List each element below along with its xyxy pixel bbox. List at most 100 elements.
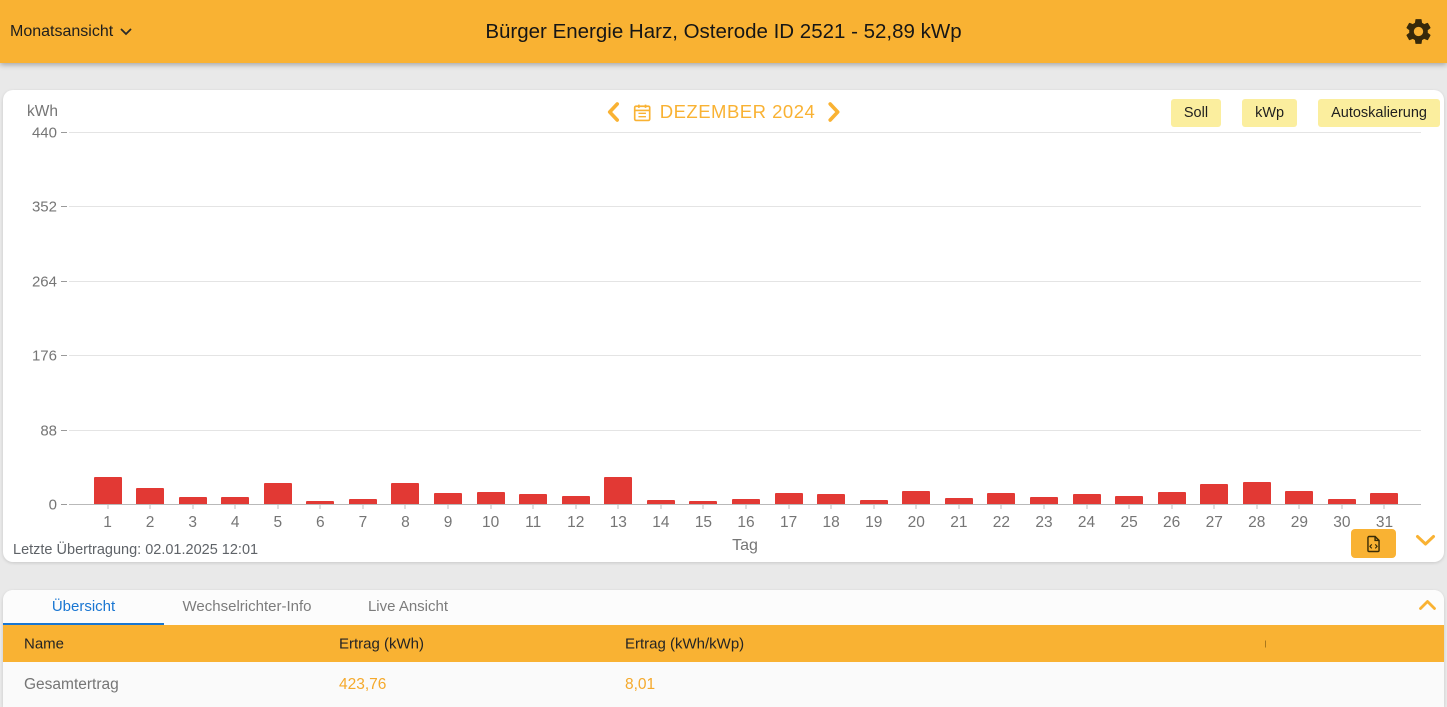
x-tick-label: 22 <box>992 514 1011 531</box>
bar-day-20[interactable] <box>902 491 931 504</box>
x-tick-label: 19 <box>865 514 883 531</box>
bar-day-2[interactable] <box>136 488 165 504</box>
row-ertrag-kwh-cell: 423,76 <box>339 675 387 693</box>
bar-day-22[interactable] <box>987 493 1016 504</box>
expand-table-button[interactable] <box>1418 599 1437 611</box>
x-tick-label: 14 <box>652 514 670 531</box>
column-header-ertrag-kwh: Ertrag (kWh) <box>339 635 425 652</box>
bar-day-25[interactable] <box>1115 495 1144 504</box>
collapse-chart-button[interactable] <box>1415 534 1436 547</box>
gridline <box>69 206 1421 208</box>
settings-button[interactable] <box>1403 16 1434 47</box>
gridline <box>69 280 1421 282</box>
x-tick-mark <box>404 505 406 509</box>
prev-month-button[interactable] <box>602 101 624 123</box>
gridline <box>69 132 1421 133</box>
x-tick-mark <box>745 505 747 509</box>
bar-day-30[interactable] <box>1327 498 1356 504</box>
x-tick-mark <box>1256 505 1258 509</box>
y-tick-mark <box>61 206 67 208</box>
chevron-down-icon <box>120 28 132 36</box>
bar-day-28[interactable] <box>1242 482 1271 504</box>
x-tick-label: 7 <box>358 514 368 531</box>
bar-day-24[interactable] <box>1072 494 1101 504</box>
bar-day-18[interactable] <box>817 494 846 504</box>
bar-day-15[interactable] <box>689 501 718 504</box>
tab-wechselrichter-info[interactable]: Wechselrichter-Info <box>182 598 312 615</box>
autoscale-toggle-button[interactable]: Autoskalierung <box>1318 99 1440 127</box>
bar-day-21[interactable] <box>944 498 973 504</box>
bar-day-16[interactable] <box>732 499 760 504</box>
month-label[interactable]: DEZEMBER 2024 <box>659 101 816 122</box>
bar-day-9[interactable] <box>434 493 463 504</box>
x-tick-label: 1 <box>103 514 112 531</box>
bar-day-13[interactable] <box>604 476 633 504</box>
x-tick-label: 5 <box>273 514 283 531</box>
y-tick-label: 0 <box>48 496 57 514</box>
bar-day-27[interactable] <box>1200 483 1229 504</box>
plot-area: 0 88 176 264 352 440 1 2 3 4 5 6 7 8 9 10 11 12 13 14 15 16 17… <box>32 125 1421 531</box>
y-tick-label: 440 <box>31 124 57 142</box>
bar-day-23[interactable] <box>1029 497 1058 504</box>
x-tick-label: 27 <box>1205 514 1223 531</box>
bar-day-14[interactable] <box>646 499 675 504</box>
x-tick-label: 26 <box>1163 514 1181 531</box>
bar-day-26[interactable] <box>1157 492 1186 504</box>
kwp-toggle-button[interactable]: kWp <box>1242 99 1298 127</box>
x-tick-mark <box>362 505 364 509</box>
x-axis-label: Tag <box>732 537 758 554</box>
x-tick-mark <box>915 505 917 509</box>
x-tick-label: 10 <box>481 514 500 531</box>
y-tick-label: 176 <box>31 347 57 365</box>
bar-day-12[interactable] <box>561 495 590 504</box>
bar-day-7[interactable] <box>348 499 377 504</box>
tab-live-ansicht[interactable]: Live Ansicht <box>367 598 449 615</box>
tab-uebersicht[interactable]: Übersicht <box>51 598 116 615</box>
x-tick-mark <box>532 505 534 509</box>
x-tick-label: 2 <box>145 514 155 531</box>
soll-toggle-button[interactable]: Soll <box>1170 99 1222 127</box>
x-tick-mark <box>277 505 279 509</box>
bar-day-19[interactable] <box>859 500 888 504</box>
bar-day-3[interactable] <box>178 497 207 504</box>
file-export-icon <box>1364 534 1383 554</box>
x-tick-label: 17 <box>779 514 798 531</box>
column-divider <box>1265 640 1266 647</box>
x-tick-label: 15 <box>694 514 713 531</box>
x-tick-mark <box>490 505 492 509</box>
table-row: Gesamtertrag 423,76 8,01 <box>3 662 1444 707</box>
bar-day-6[interactable] <box>306 500 335 504</box>
calendar-icon[interactable] <box>632 102 652 123</box>
x-tick-mark <box>149 505 151 509</box>
gridline <box>69 429 1421 431</box>
x-tick-label: 11 <box>525 514 542 531</box>
x-tick-mark <box>1383 505 1385 509</box>
x-tick-mark <box>1213 505 1215 509</box>
x-tick-mark <box>958 505 960 509</box>
row-name-cell: Gesamtertrag <box>24 675 119 693</box>
bar-day-31[interactable] <box>1370 492 1399 504</box>
bar-day-4[interactable] <box>221 496 250 504</box>
x-tick-mark <box>830 505 832 509</box>
bottom-panel: Übersicht Wechselrichter-Info Live Ansic… <box>3 590 1444 707</box>
bar-day-10[interactable] <box>476 491 505 504</box>
x-tick-label: 31 <box>1375 514 1394 531</box>
column-header-ertrag-kwh-kwp: Ertrag (kWh/kWp) <box>625 635 745 652</box>
view-selector-dropdown[interactable]: Monatsansicht <box>10 23 132 41</box>
bar-day-17[interactable] <box>774 492 803 504</box>
bar-day-5[interactable] <box>263 483 292 504</box>
export-button[interactable] <box>1351 529 1396 558</box>
x-tick-label: 28 <box>1248 514 1266 531</box>
bar-day-29[interactable] <box>1285 490 1314 504</box>
bar-day-1[interactable] <box>93 477 122 504</box>
x-tick-mark <box>1171 505 1173 509</box>
column-header-name: Name <box>24 635 65 652</box>
page-title: Bürger Energie Harz, Osterode ID 2521 - … <box>485 19 962 43</box>
bar-day-8[interactable] <box>391 482 420 504</box>
y-tick-label: 352 <box>31 198 57 216</box>
gear-icon <box>1403 16 1434 47</box>
bar-day-11[interactable] <box>519 494 548 504</box>
last-transmission-status: Letzte Übertragung: 02.01.2025 12:01 <box>13 542 259 558</box>
next-month-button[interactable] <box>823 101 845 123</box>
y-tick-mark <box>61 504 67 505</box>
